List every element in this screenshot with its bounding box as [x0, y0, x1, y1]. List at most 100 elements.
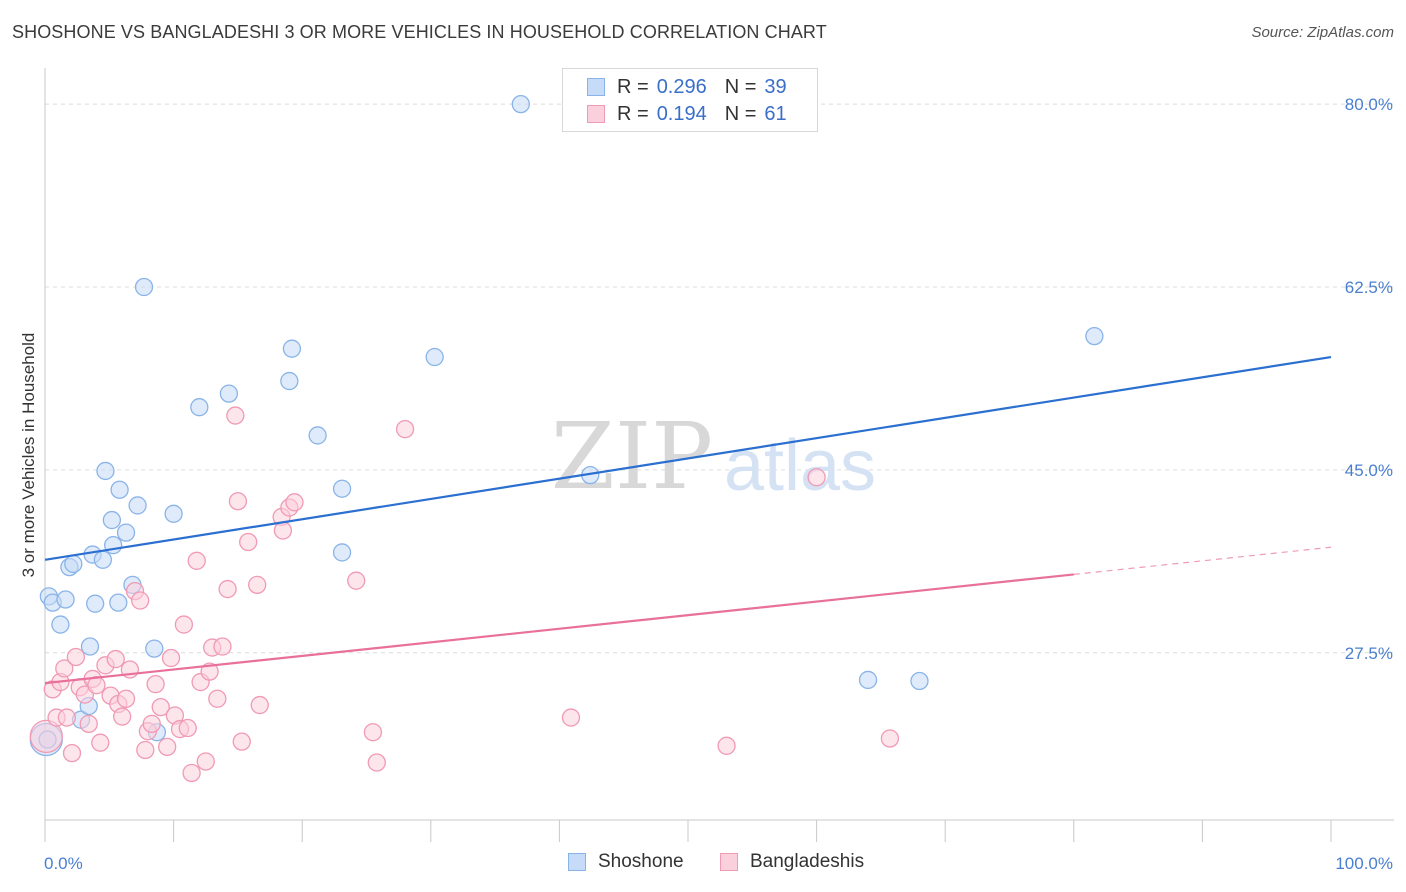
data-point-large-bangladeshis — [29, 719, 63, 754]
legend-n-label: N = — [724, 102, 757, 125]
axes — [44, 68, 1394, 842]
data-point-shoshone — [190, 398, 209, 417]
data-point-shoshone — [332, 479, 352, 498]
data-points — [29, 94, 1104, 783]
data-point-shoshone — [93, 550, 113, 569]
series-label-shoshone: Shoshone — [598, 851, 684, 872]
tick-labels: 27.5% 45.0% 62.5% 80.0% 0.0% 100.0% — [44, 95, 1393, 873]
series-legend-bangladeshis[interactable]: Bangladeshis — [720, 851, 864, 873]
data-point-bangladeshis — [178, 718, 197, 738]
data-point-shoshone — [64, 554, 83, 574]
chart-source: Source: ZipAtlas.com — [1251, 24, 1394, 41]
data-point-bangladeshis — [142, 714, 161, 734]
data-point-bangladeshis — [218, 579, 237, 599]
series-legend-shoshone[interactable]: Shoshone — [568, 851, 684, 873]
x-tick-label: 0.0% — [44, 854, 83, 873]
legend-r-value-bangladeshis: 0.194 — [656, 102, 707, 125]
data-point-bangladeshis — [273, 521, 293, 540]
data-point-shoshone — [80, 637, 100, 656]
data-point-bangladeshis — [347, 571, 366, 590]
correlation-legend: R = 0.296 N = 39 R = 0.194 N = 61 — [562, 68, 818, 132]
data-point-bangladeshis — [136, 740, 155, 760]
data-point-bangladeshis — [146, 674, 165, 694]
data-point-bangladeshis — [285, 493, 304, 512]
data-point-bangladeshis — [182, 763, 201, 783]
data-point-bangladeshis — [228, 492, 248, 511]
trend-line-bangladeshis — [44, 573, 1074, 685]
data-point-bangladeshis — [250, 695, 269, 715]
legend-swatch-shoshone — [587, 78, 605, 96]
x-tick-label: 100.0% — [1335, 854, 1393, 873]
trend-line-shoshone — [44, 355, 1332, 561]
data-point-bangladeshis — [717, 736, 736, 755]
data-point-bangladeshis — [807, 468, 826, 487]
data-point-bangladeshis — [62, 743, 82, 763]
legend-row-bangladeshis: R = 0.194 N = 61 — [587, 102, 787, 126]
data-point-shoshone — [164, 504, 183, 523]
data-point-shoshone — [51, 615, 70, 634]
data-point-bangladeshis — [880, 729, 900, 748]
data-point-bangladeshis — [161, 648, 181, 668]
watermark: ZIP atlas — [551, 403, 876, 510]
data-point-shoshone — [109, 593, 128, 612]
trend-lines — [44, 355, 1332, 685]
data-point-shoshone — [102, 510, 122, 530]
legend-n-value-bangladeshis: 61 — [764, 102, 787, 125]
legend-row-shoshone: R = 0.296 N = 39 — [587, 75, 787, 99]
data-point-bangladeshis — [91, 733, 110, 752]
y-axis-label: 3 or more Vehicles in Household — [19, 333, 38, 578]
legend-n-value-shoshone: 39 — [764, 75, 787, 98]
series-legend: Shoshone Bangladeshis — [0, 851, 1406, 879]
data-point-bangladeshis — [232, 732, 251, 751]
legend-r-label: R = — [617, 102, 649, 125]
data-point-shoshone — [910, 671, 929, 691]
series-label-bangladeshis: Bangladeshis — [750, 851, 865, 872]
chart-title: SHOSHONE VS BANGLADESHI 3 OR MORE VEHICL… — [12, 22, 827, 42]
data-point-shoshone — [282, 339, 302, 358]
data-point-bangladeshis — [57, 708, 77, 727]
data-point-shoshone — [104, 535, 123, 555]
y-tick-label: 80.0% — [1345, 95, 1393, 114]
data-point-shoshone — [858, 670, 878, 690]
data-point-bangladeshis — [561, 708, 581, 727]
legend-r-value-shoshone: 0.296 — [656, 75, 707, 98]
data-point-bangladeshis — [116, 689, 136, 708]
data-point-bangladeshis — [213, 637, 232, 656]
data-point-shoshone — [56, 590, 75, 609]
legend-r-label: R = — [617, 75, 649, 98]
data-point-shoshone — [86, 594, 105, 613]
watermark-zip: ZIP — [551, 403, 713, 510]
data-point-bangladeshis — [106, 649, 125, 669]
data-point-shoshone — [1085, 326, 1104, 346]
data-point-bangladeshis — [200, 662, 219, 681]
data-point-bangladeshis — [79, 714, 98, 734]
data-point-shoshone — [280, 371, 299, 391]
data-point-shoshone — [511, 94, 530, 114]
y-tick-label: 62.5% — [1345, 278, 1393, 297]
data-point-shoshone — [96, 461, 115, 481]
data-point-shoshone — [219, 384, 239, 403]
data-point-bangladeshis — [395, 419, 415, 439]
legend-swatch-bangladeshis — [587, 105, 605, 123]
series-swatch-shoshone — [568, 853, 586, 871]
data-point-bangladeshis — [151, 697, 170, 717]
trend-line-extension-bangladeshis — [1073, 546, 1332, 576]
data-point-bangladeshis — [367, 753, 386, 772]
legend-n-label: N = — [724, 75, 757, 98]
data-point-shoshone — [425, 347, 444, 367]
data-point-shoshone — [110, 480, 129, 499]
data-point-bangladeshis — [363, 723, 383, 742]
data-point-bangladeshis — [174, 615, 194, 634]
data-point-bangladeshis — [55, 659, 74, 678]
y-tick-label: 45.0% — [1345, 461, 1393, 480]
series-swatch-bangladeshis — [720, 853, 738, 871]
data-point-bangladeshis — [131, 591, 150, 610]
data-point-bangladeshis — [113, 707, 132, 726]
data-point-bangladeshis — [187, 551, 206, 570]
data-point-shoshone — [116, 523, 136, 542]
data-point-bangladeshis — [66, 647, 86, 667]
data-point-bangladeshis — [196, 752, 215, 771]
data-point-shoshone — [332, 543, 352, 562]
data-point-shoshone — [308, 426, 327, 445]
